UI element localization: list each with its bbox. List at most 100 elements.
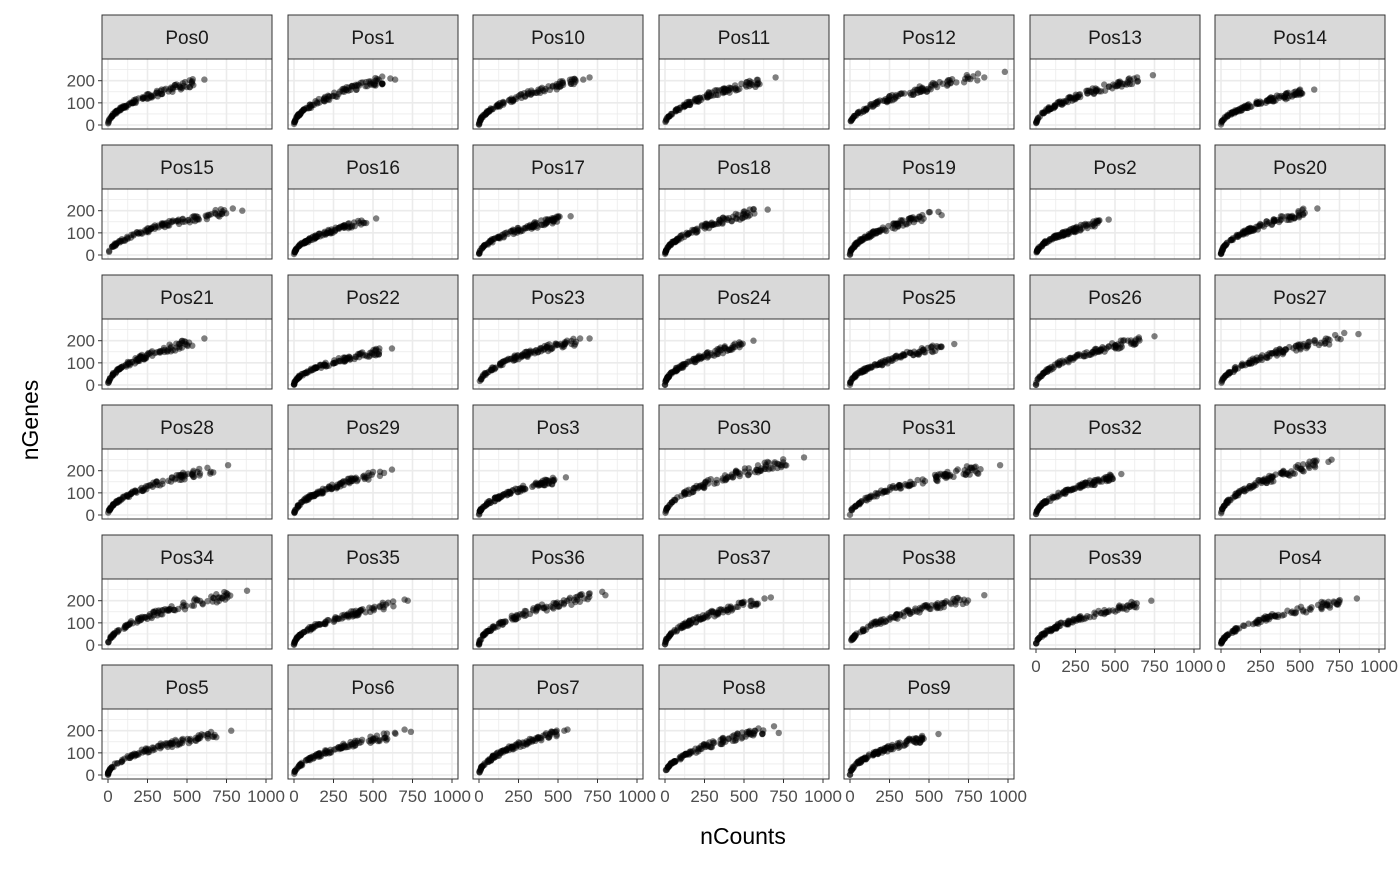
facet-strip-label: Pos20	[1273, 158, 1327, 179]
data-point	[138, 617, 144, 623]
data-point	[1055, 360, 1061, 366]
x-tick-label: 0	[1216, 657, 1225, 676]
data-point	[550, 83, 556, 89]
x-tick-label: 1000	[433, 787, 471, 806]
data-point	[190, 82, 196, 88]
data-point	[506, 489, 512, 495]
data-point	[372, 81, 378, 87]
data-point	[1058, 232, 1064, 238]
data-point	[672, 497, 678, 503]
data-point	[114, 498, 120, 504]
data-point	[108, 634, 114, 640]
data-point	[922, 602, 928, 608]
data-point	[367, 352, 373, 358]
data-point	[291, 381, 297, 387]
data-point	[1219, 637, 1225, 643]
data-point	[662, 641, 668, 647]
data-point	[405, 598, 411, 604]
data-point	[586, 335, 592, 341]
data-point	[577, 335, 583, 341]
data-point	[677, 623, 683, 629]
facet-strip-label: Pos18	[717, 158, 771, 179]
data-point	[1034, 376, 1040, 382]
data-point	[745, 471, 751, 477]
data-point	[695, 98, 701, 104]
data-point	[297, 761, 303, 767]
data-point	[291, 509, 297, 515]
data-point	[1045, 628, 1051, 634]
data-point	[360, 473, 366, 479]
data-point	[557, 78, 563, 84]
y-tick-label: 0	[86, 506, 95, 525]
data-point	[333, 359, 339, 365]
data-point	[691, 485, 697, 491]
facet-strip-label: Pos32	[1088, 418, 1142, 439]
data-point	[1225, 632, 1231, 638]
data-point	[307, 757, 313, 763]
facet-strip-label: Pos35	[346, 548, 400, 569]
data-point	[191, 474, 197, 480]
data-point	[947, 473, 953, 479]
data-point	[1314, 205, 1320, 211]
data-point	[316, 231, 322, 237]
y-tick-label: 200	[67, 202, 95, 221]
facet-strip-label: Pos28	[160, 418, 214, 439]
data-point	[1289, 608, 1295, 614]
data-point	[1002, 69, 1008, 75]
facet-panel-pos16: Pos16	[288, 145, 458, 259]
data-point	[1311, 86, 1317, 92]
x-tick-label: 250	[133, 787, 161, 806]
data-point	[1232, 493, 1238, 499]
data-point	[146, 749, 152, 755]
data-point	[309, 493, 315, 499]
data-point	[1278, 93, 1284, 99]
data-point	[1091, 610, 1097, 616]
data-point	[190, 468, 196, 474]
data-point	[143, 228, 149, 234]
facet-strip-label: Pos37	[717, 548, 771, 569]
data-point	[724, 607, 730, 613]
data-point	[1134, 600, 1140, 606]
data-point	[687, 99, 693, 105]
data-point	[1106, 475, 1112, 481]
facet-strip-label: Pos39	[1088, 548, 1142, 569]
y-tick-label: 0	[86, 376, 95, 395]
data-point	[755, 80, 761, 86]
data-point	[676, 107, 682, 113]
x-tick-label: 250	[1061, 657, 1089, 676]
y-tick-label: 200	[67, 332, 95, 351]
data-point	[300, 106, 306, 112]
data-point	[1305, 339, 1311, 345]
facet-panel-pos14: Pos14	[1215, 15, 1385, 129]
data-point	[1069, 619, 1075, 625]
data-point	[1049, 236, 1055, 242]
data-point	[916, 214, 922, 220]
data-point	[725, 474, 731, 480]
data-point	[356, 351, 362, 357]
data-point	[522, 486, 528, 492]
data-point	[477, 507, 483, 513]
data-point	[1337, 336, 1343, 342]
data-point	[1247, 485, 1253, 491]
data-point	[897, 482, 903, 488]
data-point	[1091, 479, 1097, 485]
facet-strip-label: Pos23	[531, 288, 585, 309]
data-point	[349, 741, 355, 747]
data-point	[586, 74, 592, 80]
data-point	[739, 600, 745, 606]
data-point	[908, 215, 914, 221]
data-point	[508, 228, 514, 234]
y-tick-label: 0	[86, 636, 95, 655]
data-point	[189, 602, 195, 608]
data-point	[182, 218, 188, 224]
facet-panel-pos33: Pos33	[1215, 405, 1385, 519]
data-point	[914, 351, 920, 357]
data-point	[1071, 95, 1077, 101]
data-point	[1242, 228, 1248, 234]
data-point	[244, 588, 250, 594]
data-point	[390, 598, 396, 604]
facet-strip-label: Pos4	[1278, 548, 1322, 569]
data-point	[577, 592, 583, 598]
